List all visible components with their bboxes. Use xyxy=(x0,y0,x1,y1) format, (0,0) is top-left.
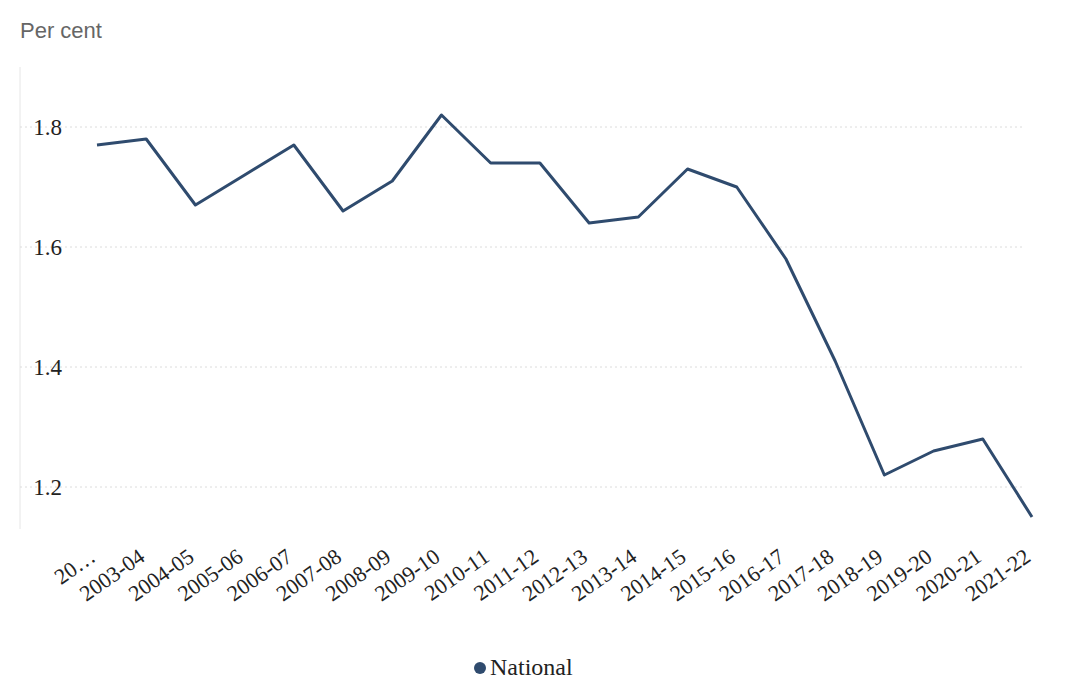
y-axis-line xyxy=(20,67,21,529)
plot-area xyxy=(97,115,1032,517)
y-axis-label: Per cent xyxy=(20,18,102,43)
grid-line xyxy=(20,127,1025,128)
legend-marker xyxy=(474,662,486,674)
grid-line xyxy=(20,367,1025,368)
y-tick-label: 1.2 xyxy=(33,475,62,500)
legend-label: National xyxy=(490,654,573,680)
line-series xyxy=(97,115,1032,517)
y-tick-label: 1.8 xyxy=(33,115,62,140)
chart: Per cent1.21.41.61.820…2003-042004-05200… xyxy=(0,0,1066,696)
y-tick-label: 1.6 xyxy=(33,235,62,260)
y-tick-label: 1.4 xyxy=(33,355,62,380)
grid-line xyxy=(20,247,1025,248)
grid-line xyxy=(20,487,1025,488)
x-tick-label: 2021-22 xyxy=(960,544,1034,607)
